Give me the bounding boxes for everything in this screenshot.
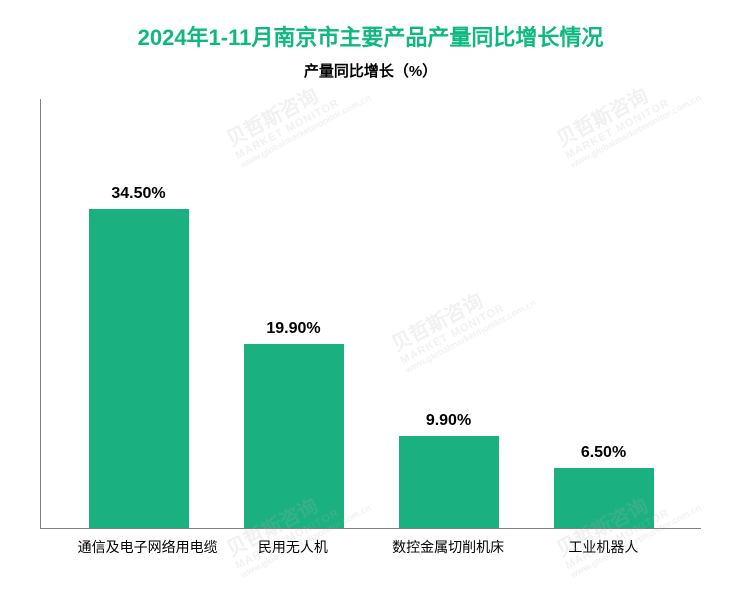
- plot-area: 34.50% 19.90% 9.90% 6.50%: [40, 99, 701, 529]
- bar: [399, 436, 499, 528]
- bar: [244, 344, 344, 528]
- bar-value-label: 6.50%: [581, 444, 626, 462]
- x-axis-label: 数控金属切削机床: [388, 537, 508, 557]
- bar-group: 19.90%: [234, 320, 354, 528]
- x-axis-label: 民用无人机: [233, 537, 353, 557]
- chart-subtitle: 产量同比增长（%）: [30, 60, 711, 81]
- bar: [554, 468, 654, 528]
- bar-value-label: 19.90%: [266, 320, 320, 338]
- chart-container: 2024年1-11月南京市主要产品产量同比增长情况 产量同比增长（%） 34.5…: [0, 0, 741, 595]
- bar-group: 9.90%: [389, 412, 509, 528]
- x-axis-label: 工业机器人: [543, 537, 663, 557]
- x-axis-label: 通信及电子网络用电缆: [78, 537, 198, 557]
- bar-group: 6.50%: [544, 444, 664, 528]
- bars-wrap: 34.50% 19.90% 9.90% 6.50%: [41, 99, 701, 528]
- chart-title: 2024年1-11月南京市主要产品产量同比增长情况: [30, 20, 711, 52]
- bar-group: 34.50%: [79, 185, 199, 528]
- bar-value-label: 9.90%: [426, 412, 471, 430]
- bar: [89, 209, 189, 528]
- bar-value-label: 34.50%: [111, 185, 165, 203]
- x-axis-labels: 通信及电子网络用电缆 民用无人机 数控金属切削机床 工业机器人: [40, 529, 701, 557]
